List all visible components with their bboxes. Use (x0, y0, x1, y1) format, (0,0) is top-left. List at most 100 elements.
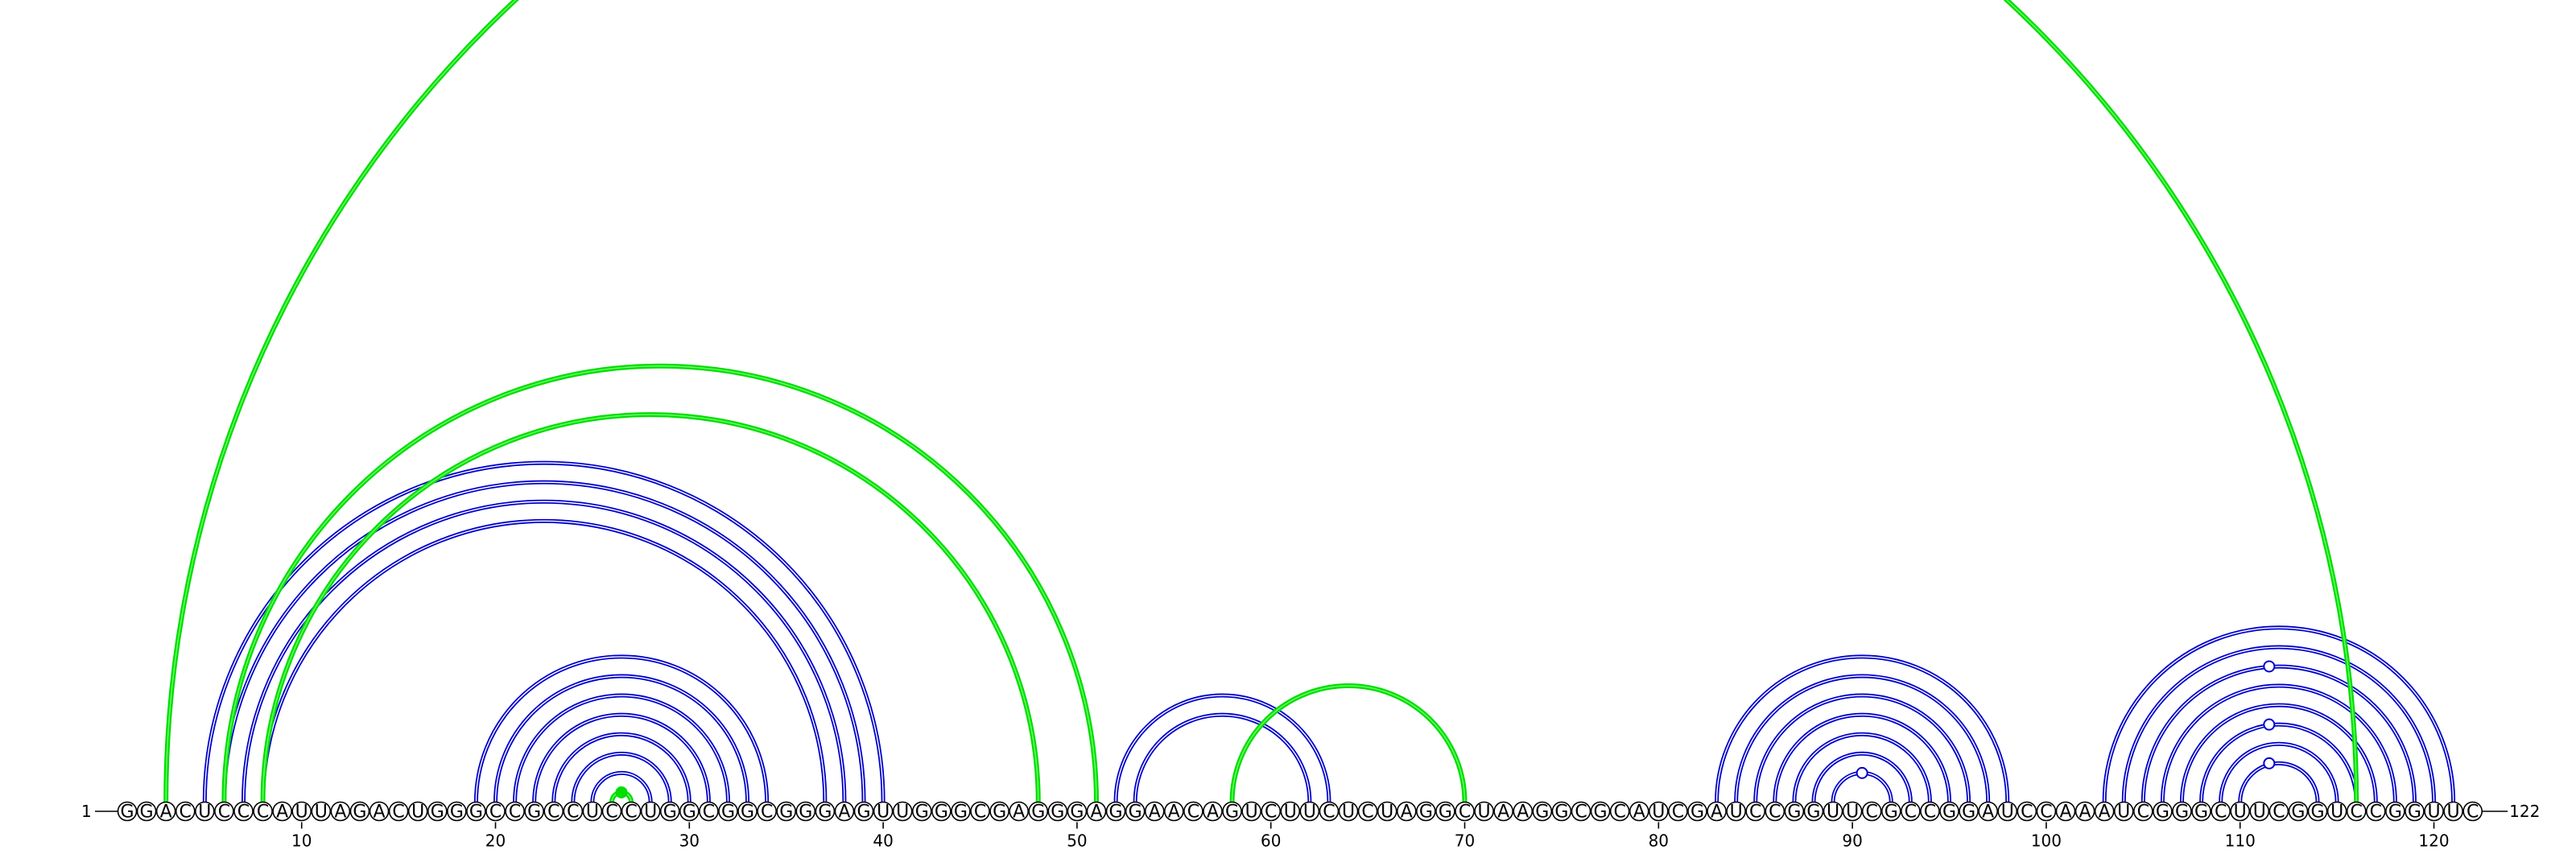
nucleotide: U (1997, 801, 2018, 823)
axis-tick: 10 (291, 822, 312, 851)
nucleotide-circle (1901, 801, 1921, 822)
nucleotide-circle (1513, 801, 1534, 822)
nucleotide-circle (330, 801, 351, 822)
axis-tick: 50 (1067, 822, 1088, 851)
nucleotide-letter: C (703, 802, 715, 823)
nucleotide: C (2365, 801, 2386, 823)
nucleotide: C (621, 801, 642, 823)
axis-tick-label: 110 (2225, 831, 2256, 851)
nucleotide-circle (2113, 801, 2134, 822)
nucleotide-circle (1649, 801, 1669, 822)
nucleotide: G (1125, 801, 1146, 823)
nucleotide: U (1241, 801, 1261, 823)
nucleotide-letter: U (1245, 802, 1258, 823)
nucleotide: C (1571, 801, 1591, 823)
nucleotide: C (1319, 801, 1340, 823)
nucleotide-circle (117, 801, 138, 822)
nucleotide-letter: G (469, 802, 483, 823)
nucleotide: U (892, 801, 913, 823)
nucleotide: C (175, 801, 196, 823)
nucleotide-circle (563, 801, 584, 822)
nucleotide: U (1338, 801, 1359, 823)
nucleotide-letter: C (2351, 802, 2363, 823)
nucleotide-circle (2326, 801, 2347, 822)
nucleotide: G (1880, 801, 1901, 823)
nucleotide-circle (233, 801, 254, 822)
nucleotide: G (718, 801, 738, 823)
nucleotide-letter: G (1554, 802, 1568, 823)
nucleotide-circle (659, 801, 680, 822)
nucleotide-letter: A (1149, 802, 1161, 823)
nucleotide: G (2153, 801, 2173, 823)
nucleotide-letter: U (2117, 802, 2130, 823)
nucleotide-letter: U (1342, 802, 1355, 823)
nucleotide-letter: G (2156, 802, 2169, 823)
nucleotide: U (2443, 801, 2463, 823)
nucleotide-letter: C (2021, 802, 2033, 823)
blue-pair-arc (2121, 645, 2437, 802)
nucleotide-circle (2424, 801, 2444, 822)
nucleotide: A (2074, 801, 2095, 823)
nucleotide-circle (1455, 801, 1475, 822)
nucleotide: G (911, 801, 932, 823)
nucleotide-circle (1416, 801, 1436, 822)
green-pair-arc (1229, 683, 1468, 802)
nucleotide-circle (388, 801, 409, 822)
nucleotide-letter: U (2234, 802, 2247, 823)
nucleotide-circle (1590, 801, 1611, 822)
nucleotide: C (253, 801, 273, 823)
nucleotide-letter: G (954, 802, 968, 823)
blue-pair-arc (1113, 693, 1331, 802)
nucleotide-letter: C (625, 802, 637, 823)
nucleotide-circle (1920, 801, 1940, 822)
nucleotide-circle (873, 801, 894, 822)
nucleotide-letter: G (683, 802, 696, 823)
nucleotide: A (1164, 801, 1184, 823)
axis-tick: 70 (1455, 822, 1475, 851)
nucleotide-letter: C (1613, 802, 1625, 823)
nucleotide-letter: G (799, 802, 812, 823)
nucleotide-letter: U (644, 802, 657, 823)
nucleotide: U (407, 801, 428, 823)
nucleotide: U (2424, 801, 2444, 823)
nucleotide: C (970, 801, 990, 823)
nucleotide-letter: C (237, 802, 250, 823)
nucleotide-circle (1803, 801, 1824, 822)
nucleotide: A (1203, 801, 1223, 823)
nucleotide-letter: G (1885, 802, 1898, 823)
open-pair-marker (1856, 766, 1868, 779)
nucleotide-circle (1629, 801, 1649, 822)
nucleotide-circle (1183, 801, 1203, 822)
nucleotide-circle (2307, 801, 2328, 822)
nucleotide-circle (2443, 801, 2463, 822)
nucleotide-letter: G (818, 802, 832, 823)
nucleotide-letter: G (2311, 802, 2325, 823)
nucleotide-circle (136, 801, 157, 822)
nucleotide: G (1784, 801, 1805, 823)
axis-tick: 60 (1261, 822, 1281, 851)
nucleotide-letter: G (857, 802, 871, 823)
open-pair-marker (2263, 660, 2276, 673)
nucleotide-circle (1261, 801, 1282, 822)
nucleotide-circle (1435, 801, 1455, 822)
axis-tick-label: 50 (1067, 831, 1087, 851)
nucleotide: C (2346, 801, 2367, 823)
nucleotide: C (2017, 801, 2037, 823)
blue-pair-arc (221, 480, 866, 802)
nucleotide: G (2288, 801, 2309, 823)
nucleotide-circle (2191, 801, 2211, 822)
nucleotide: C (2462, 801, 2483, 823)
nucleotide-letter: C (1265, 802, 1277, 823)
axis-tick: 80 (1649, 822, 1669, 851)
nucleotide: G (1532, 801, 1553, 823)
nucleotide: A (1144, 801, 1165, 823)
nucleotide-letter: U (1730, 802, 1743, 823)
nucleotide-circle (757, 801, 777, 822)
nucleotide: G (1067, 801, 1088, 823)
nucleotide-letter: C (1575, 802, 1587, 823)
nucleotide-circle (1861, 801, 1882, 822)
nucleotide: G (1028, 801, 1049, 823)
nucleotide: G (1105, 801, 1126, 823)
nucleotide-circle (1687, 801, 1707, 822)
